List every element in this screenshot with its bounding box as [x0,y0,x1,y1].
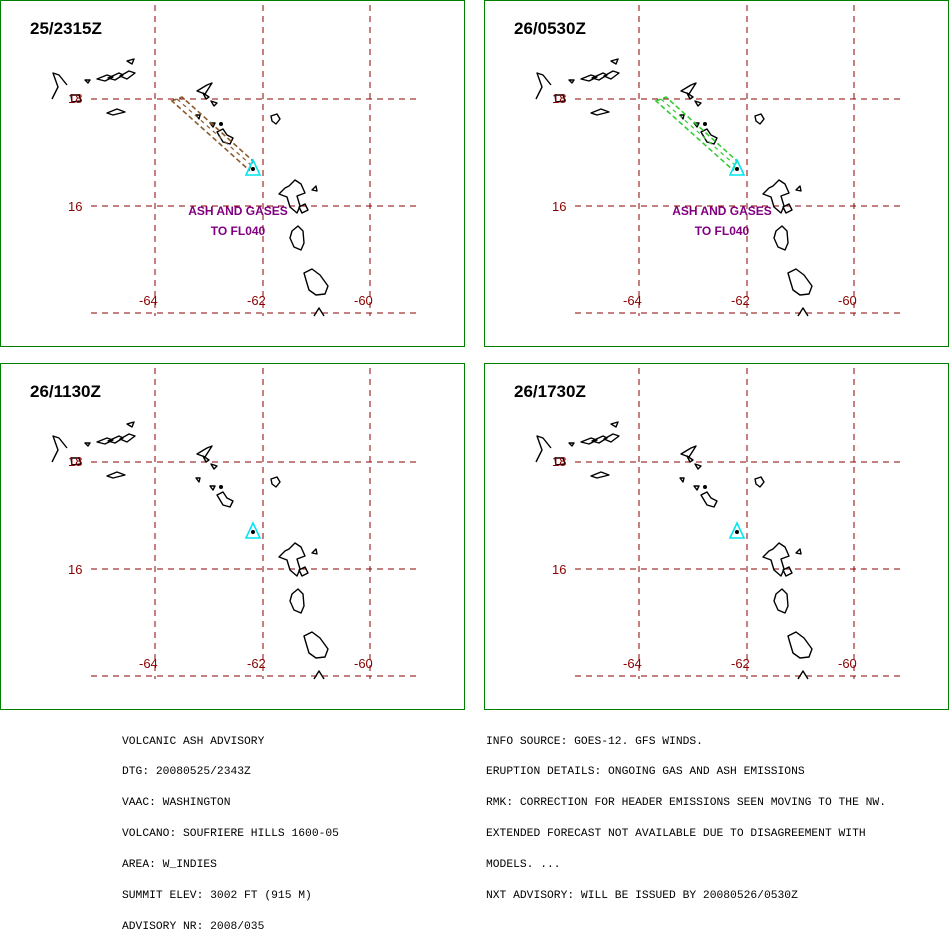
map-panel-2: 18 16 -64 -62 -60 ASH AND GASES TO FL040… [484,0,949,347]
ash-note-line-2: TO FL040 [211,224,266,238]
coastlines [51,58,329,317]
lon-label-62: -62 [731,293,750,308]
volcano-triangle-icon [244,158,262,176]
lat-label-18: 18 [68,91,82,106]
lat-label-18: 18 [68,454,82,469]
ash-cloud-polygon [654,96,738,172]
advisory-info-right: INFO SOURCE: GOES-12. GFS WINDS. ERUPTIO… [486,716,886,912]
lon-label-60: -60 [838,656,857,671]
advisory-line: DTG: 20080525/2343Z [122,766,251,779]
volcano-triangle-icon [728,521,746,539]
grid-lines [575,368,900,679]
advisory-line: NXT ADVISORY: WILL BE ISSUED BY 20080526… [486,890,798,903]
advisory-line: VOLCANIC ASH ADVISORY [122,735,265,748]
advisory-line: INFO SOURCE: GOES-12. GFS WINDS. [486,735,703,748]
advisory-line: MODELS. ... [486,859,561,872]
panel-time: 25/2315Z [30,19,102,38]
map-canvas-3: 18 16 -64 -62 -60 [51,368,416,680]
lon-label-60: -60 [838,293,857,308]
coastlines [535,421,813,680]
map-panel-3: 18 16 -64 -62 -60 26/1130Z [0,363,465,710]
advisory-line: SUMMIT ELEV: 3002 FT (915 M) [122,890,312,903]
ash-note-line-1: ASH AND GASES [188,204,288,218]
volcano-triangle-icon [728,158,746,176]
advisory-line: ERUPTION DETAILS: ONGOING GAS AND ASH EM… [486,766,805,779]
lon-label-64: -64 [623,293,642,308]
lon-label-60: -60 [354,656,373,671]
lat-label-18: 18 [552,91,566,106]
lon-label-62: -62 [247,293,266,308]
advisory-info-left: VOLCANIC ASH ADVISORY DTG: 20080525/2343… [122,716,339,943]
ash-cloud-polygon [170,96,254,172]
map-canvas-1: 18 16 -64 -62 -60 ASH AND GASES TO FL040 [51,5,416,317]
lat-label-16: 16 [68,562,82,577]
lat-label-16: 16 [552,199,566,214]
lat-label-16: 16 [68,199,82,214]
map-panel-1: 18 16 -64 -62 -60 ASH AND GASES TO FL040… [0,0,465,347]
advisory-line: ADVISORY NR: 2008/035 [122,920,265,933]
lat-label-16: 16 [552,562,566,577]
map-canvas-4: 18 16 -64 -62 -60 [535,368,900,680]
lon-label-64: -64 [139,656,158,671]
map-panel-4: 18 16 -64 -62 -60 26/1730Z [484,363,949,710]
lon-label-64: -64 [623,656,642,671]
lon-label-60: -60 [354,293,373,308]
map-canvas-2: 18 16 -64 -62 -60 ASH AND GASES TO FL040 [535,5,900,317]
coastlines [535,58,813,317]
lon-label-62: -62 [247,656,266,671]
advisory-line: RMK: CORRECTION FOR HEADER EMISSIONS SEE… [486,797,886,810]
ash-note-line-1: ASH AND GASES [672,204,772,218]
advisory-line: AREA: W_INDIES [122,859,217,872]
lon-label-64: -64 [139,293,158,308]
advisory-line: EXTENDED FORECAST NOT AVAILABLE DUE TO D… [486,828,866,841]
lat-label-18: 18 [552,454,566,469]
coastlines [51,421,329,680]
panel-time: 26/1730Z [514,382,586,401]
panel-time: 26/1130Z [30,382,101,401]
grid-lines [575,5,900,316]
grid-lines [91,368,416,679]
ash-note-line-2: TO FL040 [695,224,750,238]
advisory-line: VOLCANO: SOUFRIERE HILLS 1600-05 [122,828,339,841]
volcano-triangle-icon [244,521,262,539]
grid-lines [91,5,416,316]
advisory-line: VAAC: WASHINGTON [122,797,231,810]
panel-time: 26/0530Z [514,19,586,38]
lon-label-62: -62 [731,656,750,671]
